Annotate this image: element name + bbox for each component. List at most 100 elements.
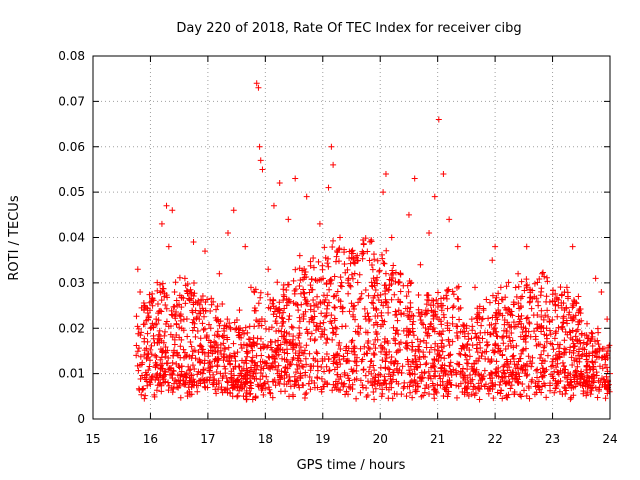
roti-point xyxy=(599,365,606,372)
roti-point-peak xyxy=(435,116,442,123)
roti-point xyxy=(353,367,360,374)
roti-point xyxy=(314,350,321,357)
roti-point-peak xyxy=(328,143,335,150)
roti-point-peak xyxy=(236,307,243,314)
roti-point xyxy=(479,335,486,342)
roti-point xyxy=(546,318,553,325)
roti-point xyxy=(273,320,280,327)
roti-point xyxy=(472,330,479,337)
roti-point xyxy=(257,370,264,377)
roti-point xyxy=(507,338,514,345)
roti-point xyxy=(169,312,176,319)
roti-point xyxy=(512,375,519,382)
roti-point xyxy=(543,293,550,300)
roti-point xyxy=(329,336,336,343)
roti-point xyxy=(431,363,438,370)
data-points xyxy=(133,80,613,403)
roti-point xyxy=(535,341,542,348)
roti-point xyxy=(420,321,427,328)
roti-point xyxy=(329,244,336,251)
roti-point xyxy=(432,308,439,315)
roti-point xyxy=(584,340,591,347)
roti-point xyxy=(328,312,335,319)
roti-point-peak xyxy=(563,284,570,291)
roti-point xyxy=(182,380,189,387)
roti-point xyxy=(177,317,184,324)
roti-point xyxy=(341,369,348,376)
roti-point xyxy=(376,268,383,275)
roti-point xyxy=(186,297,193,304)
roti-point xyxy=(201,325,208,332)
roti-point xyxy=(194,328,201,335)
roti-point xyxy=(236,363,243,370)
roti-point xyxy=(430,325,437,332)
roti-point xyxy=(364,378,371,385)
roti-point xyxy=(361,305,368,312)
roti-point xyxy=(493,294,500,301)
roti-point xyxy=(345,345,352,352)
roti-point xyxy=(595,377,602,384)
roti-point xyxy=(538,307,545,314)
roti-point-peak xyxy=(311,302,318,309)
roti-point xyxy=(222,386,229,393)
roti-point xyxy=(568,354,575,361)
roti-point xyxy=(279,323,286,330)
roti-point xyxy=(251,323,258,330)
roti-point xyxy=(441,314,448,321)
roti-point xyxy=(189,352,196,359)
roti-point xyxy=(395,380,402,387)
roti-point xyxy=(174,372,181,379)
roti-point xyxy=(412,388,419,395)
roti-point xyxy=(177,377,184,384)
roti-point xyxy=(557,284,564,291)
roti-point xyxy=(339,323,346,330)
roti-point xyxy=(133,342,140,349)
roti-point xyxy=(511,361,518,368)
y-axis-title: ROTI / TECUs xyxy=(7,195,22,280)
roti-point xyxy=(200,326,207,333)
roti-point xyxy=(422,311,429,318)
roti-point-peak xyxy=(255,84,262,91)
roti-point xyxy=(570,392,577,399)
roti-point xyxy=(182,373,189,380)
roti-point xyxy=(181,349,188,356)
roti-point xyxy=(580,379,587,386)
roti-point xyxy=(525,328,532,335)
roti-point xyxy=(300,313,307,320)
roti-point xyxy=(377,364,384,371)
roti-point xyxy=(522,362,529,369)
roti-point xyxy=(282,369,289,376)
roti-point xyxy=(318,364,325,371)
roti-point xyxy=(273,349,280,356)
roti-point xyxy=(250,370,257,377)
roti-point xyxy=(184,280,191,287)
roti-point xyxy=(479,315,486,322)
roti-point xyxy=(296,384,303,391)
roti-point xyxy=(141,321,148,328)
roti-point xyxy=(570,297,577,304)
roti-point xyxy=(515,283,522,290)
roti-point xyxy=(487,331,494,338)
roti-point xyxy=(488,356,495,363)
roti-point xyxy=(199,376,206,383)
roti-point xyxy=(492,320,499,327)
roti-point xyxy=(177,394,184,401)
roti-point xyxy=(223,323,230,330)
roti-point xyxy=(224,379,231,386)
roti-point xyxy=(340,381,347,388)
roti-point xyxy=(315,258,322,265)
roti-point-peak xyxy=(411,175,418,182)
roti-point xyxy=(274,366,281,373)
roti-point xyxy=(423,340,430,347)
roti-point xyxy=(211,332,218,339)
roti-point-peak xyxy=(426,229,433,236)
roti-point xyxy=(282,364,289,371)
roti-point xyxy=(290,277,297,284)
roti-point-peak xyxy=(535,302,542,309)
roti-point xyxy=(352,328,359,335)
roti-point-peak xyxy=(354,252,361,259)
roti-point xyxy=(491,348,498,355)
roti-point xyxy=(529,354,536,361)
roti-point xyxy=(143,317,150,324)
roti-point xyxy=(515,300,522,307)
